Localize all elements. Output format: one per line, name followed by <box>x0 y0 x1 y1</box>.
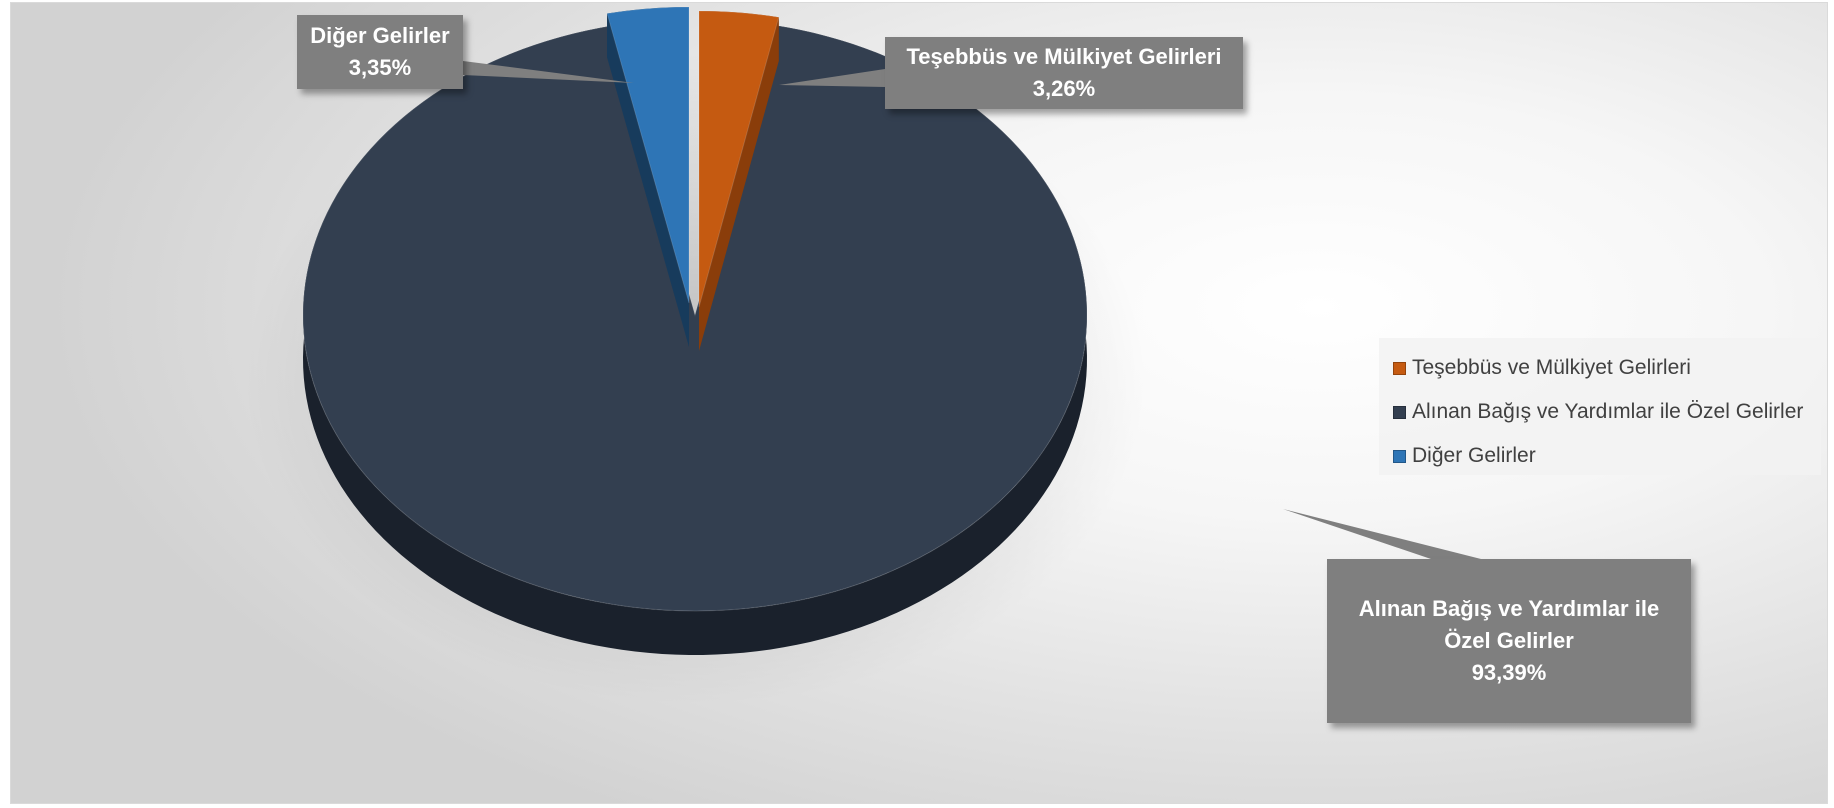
callout-diger-gelirler: Diğer Gelirler 3,35% <box>297 15 463 89</box>
pie-slice-1-cut-2 <box>699 17 779 352</box>
callout-alinan-label-1: Alınan Bağış ve Yardımlar ile <box>1358 596 1660 621</box>
pie-slice-3-group <box>606 6 690 347</box>
pie-chart <box>243 6 1481 705</box>
leader-diger <box>463 61 634 83</box>
pie-slice-2-top <box>302 24 1088 612</box>
legend-swatch-diger <box>1393 449 1406 463</box>
leader-alinan <box>1283 509 1481 559</box>
legend-label-diger: Diğer Gelirler <box>1412 444 1536 467</box>
legend-swatch-tesebbus <box>1393 361 1406 375</box>
callout-tesebbus-label: Teşebbüs ve Mülkiyet Gelirleri <box>906 44 1222 69</box>
leader-tesebbus <box>779 69 885 87</box>
legend-item-tesebbus: Teşebbüs ve Mülkiyet Gelirleri <box>1393 346 1821 390</box>
legend-label-alinan-bagis: Alınan Bağış ve Yardımlar ile Özel Gelir… <box>1412 400 1804 423</box>
legend-swatch-alinan-bagis <box>1393 405 1406 419</box>
chart-area: Diğer Gelirler 3,35% Teşebbüs ve Mülkiye… <box>10 2 1828 804</box>
legend-label-tesebbus: Teşebbüs ve Mülkiyet Gelirleri <box>1412 356 1691 379</box>
pie-slice-3-cut-1 <box>607 13 689 347</box>
pie-slice-1-top <box>698 10 780 308</box>
callout-diger-label: Diğer Gelirler <box>310 23 450 48</box>
callout-alinan-value: 93,39% <box>1471 660 1547 685</box>
pie-slice-3-top <box>606 6 690 304</box>
pie-slice-2-group <box>302 24 1088 655</box>
legend-item-alinan-bagis: Alınan Bağış ve Yardımlar ile Özel Gelir… <box>1393 390 1821 434</box>
callout-alinan-label-2: Özel Gelirler <box>1444 628 1574 653</box>
callout-tesebbus: Teşebbüs ve Mülkiyet Gelirleri 3,26% <box>885 37 1243 109</box>
callout-tesebbus-value: 3,26% <box>1032 76 1096 101</box>
legend: Teşebbüs ve Mülkiyet Gelirleri Alınan Ba… <box>1379 338 1821 475</box>
callout-diger-value: 3,35% <box>348 55 412 80</box>
legend-item-diger: Diğer Gelirler <box>1393 434 1821 478</box>
callout-alinan-bagis: Alınan Bağış ve Yardımlar ile Özel Gelir… <box>1327 559 1691 723</box>
pie-slice-1-group <box>698 10 780 352</box>
